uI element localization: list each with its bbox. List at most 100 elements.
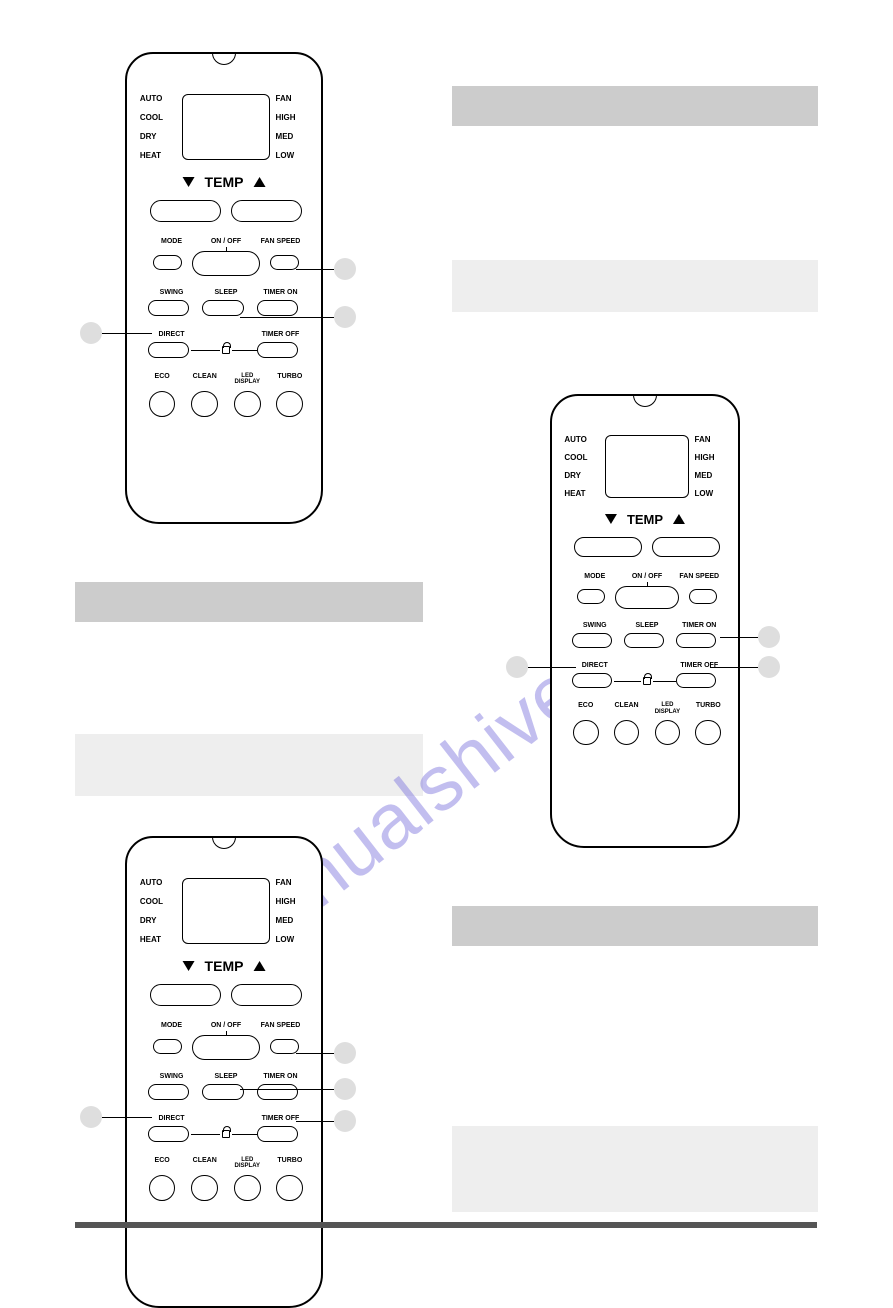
sleep-label: SLEEP (619, 622, 676, 629)
turbo-label: TURBO (688, 702, 729, 709)
mode-label: AUTO (140, 878, 163, 887)
temp-up-button[interactable] (231, 200, 302, 221)
temp-down-icon (605, 514, 617, 524)
fanspeed-button[interactable] (689, 589, 718, 604)
timeron-button[interactable] (257, 1084, 299, 1100)
clean-label: CLEAN (606, 702, 647, 709)
fanspeed-button[interactable] (270, 1039, 300, 1054)
temp-down-icon (183, 177, 195, 187)
temp-down-button[interactable] (150, 200, 221, 221)
fan-label: FAN (276, 878, 296, 887)
mode-label: MODE (142, 238, 201, 245)
callout-dot (334, 1042, 356, 1064)
timeroff-label: TIMER OFF (251, 331, 310, 338)
mode-label: DRY (140, 132, 163, 141)
mode-button[interactable] (153, 1039, 183, 1054)
ir-window (212, 837, 236, 849)
callout-dot (334, 306, 356, 328)
led-display-button[interactable] (234, 391, 261, 418)
clean-label: CLEAN (183, 1157, 226, 1164)
sleep-button[interactable] (202, 300, 244, 316)
temp-up-button[interactable] (231, 984, 302, 1005)
onoff-button[interactable] (192, 251, 259, 276)
eco-button[interactable] (573, 720, 599, 746)
timeroff-label: TIMER OFF (671, 662, 728, 669)
mode-button[interactable] (577, 589, 606, 604)
fan-label: LOW (276, 935, 296, 944)
direct-button[interactable] (148, 342, 190, 358)
timeroff-button[interactable] (676, 673, 716, 688)
mode-label: HEAT (140, 151, 163, 160)
temp-down-button[interactable] (150, 984, 221, 1005)
led-display-button[interactable] (234, 1175, 261, 1202)
direct-button[interactable] (572, 673, 612, 688)
sleep-label: SLEEP (196, 289, 255, 296)
onoff-label: ON / OFF (196, 238, 255, 245)
onoff-button[interactable] (192, 1035, 259, 1060)
callout-dot (334, 1078, 356, 1100)
swing-button[interactable] (572, 633, 612, 648)
callout-line (296, 269, 334, 270)
swing-button[interactable] (148, 1084, 190, 1100)
clean-button[interactable] (614, 720, 640, 746)
timeron-button[interactable] (676, 633, 716, 648)
mode-label: DRY (564, 471, 587, 480)
callout-line (240, 317, 334, 318)
remote-control-diagram: AUTOCOOLDRYHEATFANHIGHMEDLOWTEMPMODEON /… (125, 52, 323, 524)
fan-labels-right: FANHIGHMEDLOW (276, 94, 296, 160)
turbo-button[interactable] (695, 720, 721, 746)
turbo-label: TURBO (269, 1157, 312, 1164)
temp-up-icon (253, 177, 265, 187)
lock-line (614, 681, 641, 682)
turbo-button[interactable] (276, 391, 303, 418)
temp-text: TEMP (205, 174, 244, 190)
direct-button[interactable] (148, 1126, 190, 1142)
timeron-button[interactable] (257, 300, 299, 316)
eco-label: ECO (141, 373, 184, 380)
temp-up-icon (253, 961, 265, 971)
temp-down-button[interactable] (574, 537, 642, 557)
led-display-button[interactable] (655, 720, 681, 746)
led-display-label: LED DISPLAY (647, 702, 688, 715)
mode-labels-left: AUTOCOOLDRYHEAT (140, 878, 163, 944)
eco-button[interactable] (149, 1175, 176, 1202)
mode-label: COOL (140, 113, 163, 122)
sleep-label: SLEEP (196, 1073, 255, 1080)
lcd-screen (605, 435, 689, 499)
temp-up-icon (673, 514, 685, 524)
mode-label: DRY (140, 916, 163, 925)
temp-up-button[interactable] (652, 537, 720, 557)
swing-label: SWING (142, 1073, 201, 1080)
section-bar (75, 582, 423, 622)
turbo-button[interactable] (276, 1175, 303, 1202)
onoff-label: ON / OFF (619, 573, 676, 580)
text-block (452, 260, 818, 312)
callout-dot (758, 656, 780, 678)
mode-label: HEAT (564, 489, 587, 498)
fan-label: HIGH (276, 897, 296, 906)
text-block (452, 1126, 818, 1212)
sleep-button[interactable] (202, 1084, 244, 1100)
fanspeed-button[interactable] (270, 255, 300, 270)
callout-line (528, 667, 576, 668)
swing-button[interactable] (148, 300, 190, 316)
clean-button[interactable] (191, 1175, 218, 1202)
mode-label: MODE (566, 573, 623, 580)
led-display-label: LED DISPLAY (226, 373, 269, 386)
sleep-button[interactable] (624, 633, 664, 648)
timeroff-button[interactable] (257, 342, 299, 358)
fan-label: MED (276, 916, 296, 925)
fan-label: FAN (276, 94, 296, 103)
fanspeed-label: FAN SPEED (671, 573, 728, 580)
callout-line (102, 333, 152, 334)
led-display-label: LED DISPLAY (226, 1157, 269, 1170)
mode-label: COOL (564, 453, 587, 462)
timeroff-button[interactable] (257, 1126, 299, 1142)
eco-button[interactable] (149, 391, 176, 418)
clean-button[interactable] (191, 391, 218, 418)
onoff-button[interactable] (615, 586, 680, 610)
mode-button[interactable] (153, 255, 183, 270)
lock-icon (222, 346, 230, 354)
fan-label: HIGH (695, 453, 715, 462)
lock-line (191, 350, 220, 351)
